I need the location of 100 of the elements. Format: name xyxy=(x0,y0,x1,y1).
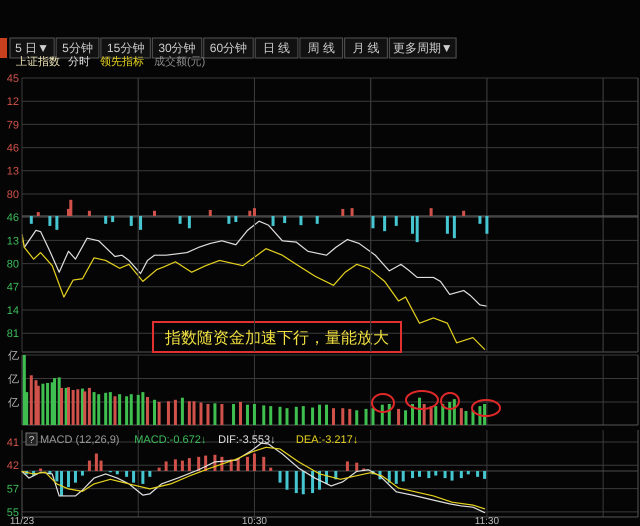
bar xyxy=(299,216,302,226)
bar xyxy=(76,389,80,425)
bar xyxy=(394,216,398,226)
bar xyxy=(208,210,212,216)
bar xyxy=(220,404,224,425)
bar xyxy=(302,406,305,425)
bar xyxy=(450,471,454,481)
bar xyxy=(252,208,256,216)
bar xyxy=(141,392,144,425)
series-label: MACD:-0.672↓ xyxy=(134,434,206,446)
bar xyxy=(332,408,335,425)
bar xyxy=(478,216,482,224)
bar xyxy=(66,471,70,488)
bar xyxy=(136,394,140,425)
bar xyxy=(188,216,191,228)
bar xyxy=(88,388,91,425)
bar xyxy=(318,404,322,425)
bar xyxy=(418,471,421,477)
bar xyxy=(53,378,56,425)
text: 13 xyxy=(6,235,19,248)
text: 60分钟 xyxy=(210,41,248,55)
text: 81 xyxy=(6,328,19,340)
help-button: ? xyxy=(26,432,38,446)
bar xyxy=(350,208,354,216)
bar xyxy=(180,460,184,471)
bar xyxy=(239,402,242,425)
text: 15分钟 xyxy=(106,41,144,55)
text: 79 xyxy=(6,119,19,132)
text: 亿 xyxy=(7,396,19,409)
bar xyxy=(158,402,161,425)
text: 亿 xyxy=(7,350,19,362)
bar xyxy=(316,216,319,224)
bar xyxy=(341,208,344,216)
text: 46 xyxy=(6,212,19,224)
bar xyxy=(116,471,119,474)
bar xyxy=(446,216,449,234)
bar xyxy=(466,471,470,474)
bar xyxy=(166,401,170,425)
bar xyxy=(278,406,282,425)
bar xyxy=(462,210,466,216)
bar xyxy=(139,216,142,230)
text: 47 xyxy=(6,282,19,294)
chart-title: MACD (12,26,9) xyxy=(40,434,120,446)
x-tick-label: 10:30 xyxy=(242,516,268,526)
bar xyxy=(111,216,114,222)
bar xyxy=(348,408,352,425)
bar xyxy=(285,471,288,490)
bar xyxy=(427,471,430,478)
text: 13 xyxy=(6,166,19,178)
bar xyxy=(125,396,128,425)
bar xyxy=(252,404,256,425)
bar xyxy=(452,216,456,238)
bar xyxy=(88,210,91,216)
text: 30分钟 xyxy=(158,41,196,55)
text: 成交额(元) xyxy=(154,55,206,68)
bar xyxy=(383,216,386,232)
text: 5分钟 xyxy=(62,41,93,55)
bar xyxy=(153,400,156,425)
bar xyxy=(104,392,108,425)
bar xyxy=(380,404,384,425)
bar xyxy=(141,471,144,484)
bar xyxy=(60,388,64,425)
bar xyxy=(130,394,133,425)
bar xyxy=(278,471,282,483)
bar xyxy=(232,404,236,425)
bar xyxy=(74,471,77,483)
bar xyxy=(272,216,275,226)
series-label: DEA:-3.217↓ xyxy=(296,434,358,446)
bar xyxy=(341,408,344,425)
bar xyxy=(206,404,210,425)
text: 41 xyxy=(6,436,19,449)
bar xyxy=(460,471,463,478)
bar xyxy=(227,216,230,224)
text: 45 xyxy=(6,72,19,85)
bar xyxy=(325,404,328,425)
bar xyxy=(88,460,91,471)
text: 57 xyxy=(6,483,19,496)
bar xyxy=(483,471,486,479)
text: 更多周期▼ xyxy=(392,41,453,55)
text: 日 线 xyxy=(262,41,290,55)
x-tick-label: 11:30 xyxy=(474,516,500,526)
bar xyxy=(174,459,177,471)
bar xyxy=(269,406,272,425)
bar xyxy=(355,410,358,425)
bar xyxy=(118,394,122,425)
bar xyxy=(464,411,468,425)
bar xyxy=(125,471,128,477)
text: 领先指标 xyxy=(100,55,144,68)
bar xyxy=(92,392,96,425)
bar xyxy=(180,398,184,425)
bar xyxy=(132,471,136,483)
bar xyxy=(285,408,288,425)
bar xyxy=(30,216,33,224)
bar xyxy=(104,216,108,224)
bar xyxy=(234,216,238,222)
bar xyxy=(113,396,116,425)
bar xyxy=(80,471,84,476)
bar xyxy=(174,400,177,425)
bar xyxy=(311,471,314,494)
bar xyxy=(355,462,358,471)
